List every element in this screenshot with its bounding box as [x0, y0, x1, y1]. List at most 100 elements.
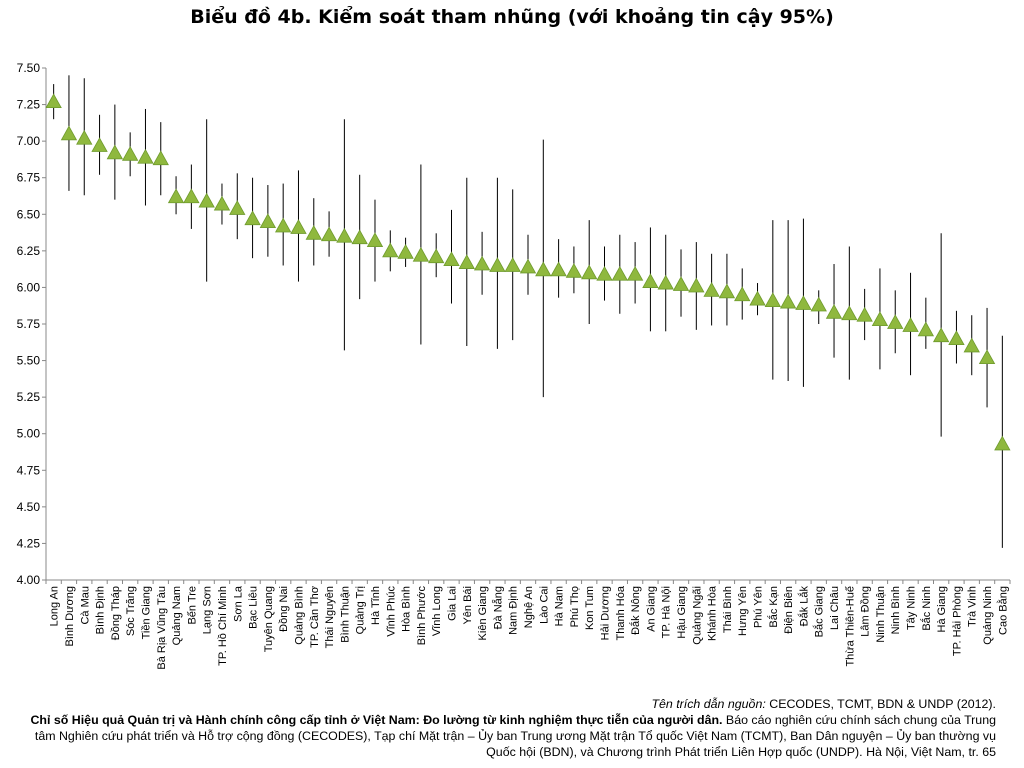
y-tick-label: 4.75	[17, 463, 41, 477]
data-point-marker	[305, 224, 322, 240]
x-tick-label: Lào Cai	[538, 586, 550, 624]
x-tick-label: Quảng Ninh	[982, 586, 994, 645]
x-axis: Long An Bình Dương Cà Mau Bình Định Đồng Thá…	[45, 580, 1011, 670]
x-tick-label: Điện Biên	[783, 586, 795, 634]
data-point-marker	[932, 327, 950, 343]
data-point-marker	[290, 219, 307, 234]
data-point-marker	[167, 188, 185, 204]
data-point-marker	[994, 435, 1011, 451]
x-tick-label: TP. Hà Nội	[661, 586, 673, 638]
x-tick-label: Đồng Tháp	[110, 586, 122, 640]
x-tick-label: An Giang	[645, 586, 657, 632]
y-tick-label: 6.75	[17, 171, 41, 185]
data-point-marker	[519, 258, 537, 274]
x-tick-label: Đắk Nông	[629, 586, 642, 635]
data-point-marker	[91, 137, 108, 152]
x-tick-label: Bình Dương	[64, 586, 76, 646]
x-tick-label: Lai Châu	[829, 586, 841, 630]
x-tick-label: Tuyên Quang	[263, 586, 275, 652]
data-point-marker	[581, 264, 598, 280]
x-tick-label: Thái Nguyên	[324, 586, 336, 648]
data-point-marker	[152, 150, 169, 166]
data-point-marker	[779, 293, 797, 309]
y-tick-label: 4.50	[17, 500, 41, 514]
data-point-marker	[810, 296, 827, 312]
data-point-marker	[351, 229, 368, 245]
y-tick-label: 6.50	[17, 207, 41, 221]
data-point-marker	[198, 192, 215, 208]
data-point-marker	[183, 188, 200, 204]
x-tick-label: Hưng Yên	[737, 586, 749, 636]
x-tick-label: Thái Bình	[722, 586, 734, 633]
source-footnote: Tên trích dẫn nguồn: CECODES, TCMT, BDN …	[20, 696, 996, 760]
data-point-marker	[229, 200, 246, 215]
data-point-marker	[596, 265, 613, 281]
x-tick-label: Ninh Bình	[890, 586, 902, 634]
x-tick-label: Kon Tum	[584, 586, 596, 630]
x-tick-label: Đắk Lắk	[797, 586, 810, 627]
x-tick-label: Cao Bằng	[996, 586, 1009, 635]
data-point-marker	[688, 277, 705, 293]
data-point-marker	[366, 232, 384, 248]
data-point-marker	[963, 337, 980, 353]
y-tick-label: 7.25	[17, 98, 41, 112]
data-point-marker	[535, 261, 552, 277]
x-tick-label: Kiên Giang	[477, 586, 489, 640]
data-point-marker	[489, 257, 506, 272]
data-point-marker	[734, 286, 751, 302]
x-tick-label: Khánh Hòa	[707, 585, 719, 641]
data-point-marker	[642, 273, 659, 288]
x-tick-label: Hà Giang	[936, 586, 948, 632]
data-point-marker	[274, 217, 292, 233]
x-tick-label: Nam Định	[508, 586, 520, 635]
x-tick-label: Quảng Bình	[293, 586, 305, 645]
data-point-marker	[887, 314, 904, 329]
x-tick-label: Hà Tĩnh	[370, 586, 382, 625]
y-tick-label: 5.50	[17, 354, 41, 368]
x-tick-label: Vĩnh Phúc	[385, 586, 397, 637]
chart-plot: 4.00 4.25 4.50 4.75 5.00 5.25 5.50 5.75 6.00 6.25…	[17, 61, 1011, 670]
chart-title: Biểu đồ 4b. Kiểm soát tham nhũng (với kh…	[190, 6, 834, 28]
source-text: CECODES, TCMT, BDN & UNDP (2012).	[765, 697, 996, 711]
data-point-marker	[428, 248, 445, 264]
data-point-marker	[244, 210, 261, 226]
x-tick-label: Bắc Ninh	[920, 586, 933, 631]
data-point-marker	[412, 246, 430, 262]
citation-title: Chỉ số Hiệu quả Quản trị và Hành chính c…	[30, 713, 723, 727]
x-tick-label: Tây Ninh	[906, 586, 918, 630]
x-tick-label: Nghệ An	[523, 586, 535, 628]
x-tick-label: TP. Cần Thơ	[309, 586, 321, 648]
x-tick-label: Hà Nam	[554, 586, 566, 626]
x-tick-label: Hải Dương	[600, 586, 612, 640]
data-point-marker	[871, 311, 889, 327]
data-point-marker	[259, 213, 277, 229]
data-point-marker	[825, 303, 843, 319]
x-tick-label: Bình Phước	[416, 586, 428, 646]
x-tick-label: Bình Định	[95, 586, 107, 634]
data-point-marker	[550, 261, 567, 277]
x-tick-label: Yên Bái	[462, 586, 474, 625]
data-point-marker	[336, 227, 353, 243]
x-tick-label: Cà Mau	[79, 586, 91, 625]
data-point-marker	[718, 283, 736, 299]
data-point-marker	[672, 276, 690, 291]
y-tick-label: 5.75	[17, 317, 41, 331]
data-point-marker	[137, 148, 154, 164]
data-point-marker	[443, 251, 460, 267]
data-point-marker	[795, 295, 812, 310]
x-tick-label: Quảng Ngãi	[691, 586, 703, 645]
x-tick-label: Đồng Nai	[278, 586, 290, 632]
x-tick-label: Phú Yên	[753, 586, 765, 628]
data-point-marker	[902, 317, 919, 332]
data-point-marker	[856, 306, 873, 322]
data-point-marker	[121, 145, 139, 161]
y-tick-label: 4.25	[17, 536, 41, 550]
data-point-marker	[978, 349, 996, 365]
data-markers	[45, 93, 1011, 451]
data-point-marker	[657, 274, 674, 290]
x-tick-label: Bắc Giang	[813, 586, 826, 637]
data-point-marker	[611, 265, 628, 281]
y-tick-label: 7.00	[17, 134, 41, 148]
data-point-marker	[320, 226, 338, 242]
data-point-marker	[948, 330, 965, 346]
